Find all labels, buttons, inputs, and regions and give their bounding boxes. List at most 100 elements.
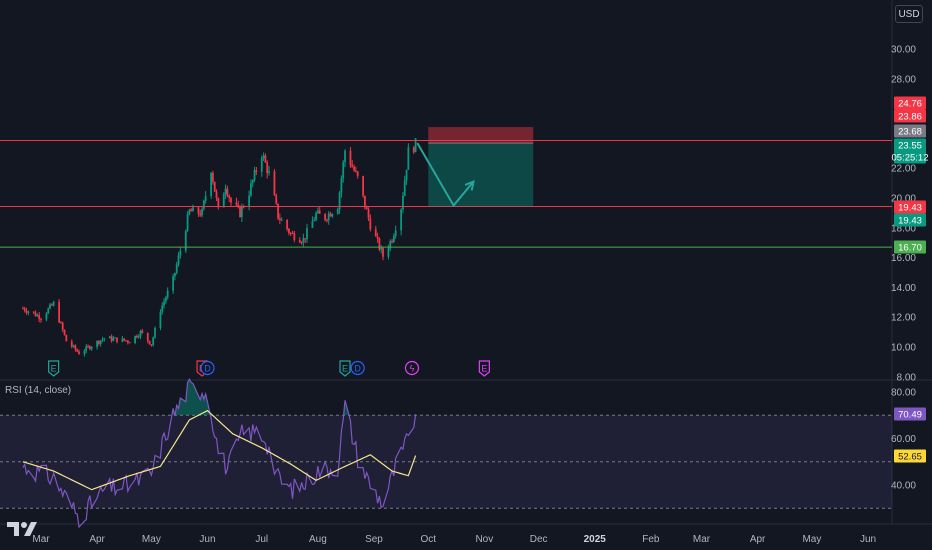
candle-body xyxy=(298,240,301,243)
candle-body xyxy=(146,332,149,341)
candle-body xyxy=(251,180,254,184)
candle-body xyxy=(389,241,392,249)
candle-body xyxy=(121,338,124,342)
candle-body xyxy=(392,235,395,242)
candles-group xyxy=(22,138,417,357)
candle-body xyxy=(344,150,346,163)
candle-body xyxy=(226,188,229,196)
candle-body xyxy=(112,338,115,341)
time-tick: Mar xyxy=(32,534,50,545)
time-tick: May xyxy=(802,534,821,545)
candle-body xyxy=(70,341,73,347)
candle-body xyxy=(204,195,207,201)
candle-body xyxy=(326,219,328,221)
event-marker-label: E xyxy=(481,364,487,374)
rsi-title: RSI (14, close) xyxy=(5,385,72,396)
candle-body xyxy=(212,172,214,182)
candle-body xyxy=(403,180,406,196)
time-tick: Jul xyxy=(255,534,268,545)
candle-body xyxy=(405,169,408,181)
event-marker-label: E xyxy=(342,364,348,374)
candle-body xyxy=(27,311,30,313)
candle-body xyxy=(266,162,269,174)
candle-body xyxy=(369,218,372,230)
event-marker-shield xyxy=(478,360,490,377)
event-marker: D xyxy=(350,360,365,376)
time-tick: Feb xyxy=(642,534,660,545)
price-badge-label: 23.86 xyxy=(898,112,922,123)
candle-body xyxy=(197,207,200,214)
candle-body xyxy=(250,183,252,196)
candle-body xyxy=(364,195,366,208)
price-tick: 22.00 xyxy=(891,164,916,175)
candle-body xyxy=(78,351,80,355)
price-tick: 10.00 xyxy=(891,343,916,354)
candle-body xyxy=(382,248,384,257)
candle-body xyxy=(260,157,263,172)
candle-body xyxy=(175,264,178,273)
candle-body xyxy=(222,194,225,208)
candle-body xyxy=(202,200,205,209)
candle-body xyxy=(291,233,294,235)
candle-body xyxy=(72,345,75,347)
candle-body xyxy=(139,330,142,337)
candle-body xyxy=(40,319,42,321)
candle-body xyxy=(237,204,240,207)
price-badge-label: 23.68 xyxy=(898,127,922,138)
time-tick: Apr xyxy=(89,534,105,545)
candle-body xyxy=(336,209,339,215)
candle-body xyxy=(58,301,60,323)
price-tick: 12.00 xyxy=(891,313,916,324)
candle-body xyxy=(188,209,191,215)
candle-body xyxy=(327,213,330,221)
currency-button[interactable]: USD xyxy=(895,5,923,23)
position-stop-zone xyxy=(428,127,534,144)
price-tick: 18.00 xyxy=(891,223,916,234)
candle-body xyxy=(137,336,140,338)
candle-body xyxy=(331,214,334,217)
price-tick: 30.00 xyxy=(891,45,916,56)
time-tick: Apr xyxy=(750,534,766,545)
candle-body xyxy=(23,308,26,311)
candle-body xyxy=(262,155,265,158)
candle-body xyxy=(306,227,308,240)
candle-body xyxy=(300,242,303,244)
candle-body xyxy=(90,347,93,350)
event-marker: E xyxy=(48,360,60,377)
candle-body xyxy=(356,171,359,177)
candle-body xyxy=(315,213,317,220)
candle-body xyxy=(235,202,238,205)
position-target-zone xyxy=(428,143,534,207)
candle-body xyxy=(253,170,256,181)
candle-body xyxy=(275,195,278,204)
price-badge-label: 19.43 xyxy=(898,203,922,214)
price-badge xyxy=(894,138,926,152)
time-tick: 2025 xyxy=(584,534,607,545)
rsi-badge-label: 70.49 xyxy=(898,410,922,421)
candle-body xyxy=(215,191,218,199)
candle-body xyxy=(47,308,50,314)
candle-body xyxy=(338,192,341,210)
event-marker: D xyxy=(200,360,215,376)
candle-body xyxy=(136,335,138,338)
candle-body xyxy=(264,155,267,163)
projection-arrow-head xyxy=(464,180,475,191)
time-tick: Aug xyxy=(309,534,327,545)
candle-body xyxy=(240,206,243,218)
candle-body xyxy=(342,162,345,179)
price-tick: 20.00 xyxy=(891,194,916,205)
candle-body xyxy=(49,304,51,309)
rsi-tick: 80.00 xyxy=(891,388,916,399)
candle-body xyxy=(351,165,354,167)
event-marker-circle xyxy=(404,360,420,376)
candle-body xyxy=(192,207,194,212)
candle-body xyxy=(150,344,153,346)
time-tick: Sep xyxy=(365,534,383,545)
candle-body xyxy=(65,334,68,342)
candle-body xyxy=(172,276,175,291)
candle-body xyxy=(85,346,88,351)
candle-body xyxy=(32,311,35,313)
candle-body xyxy=(50,304,53,306)
